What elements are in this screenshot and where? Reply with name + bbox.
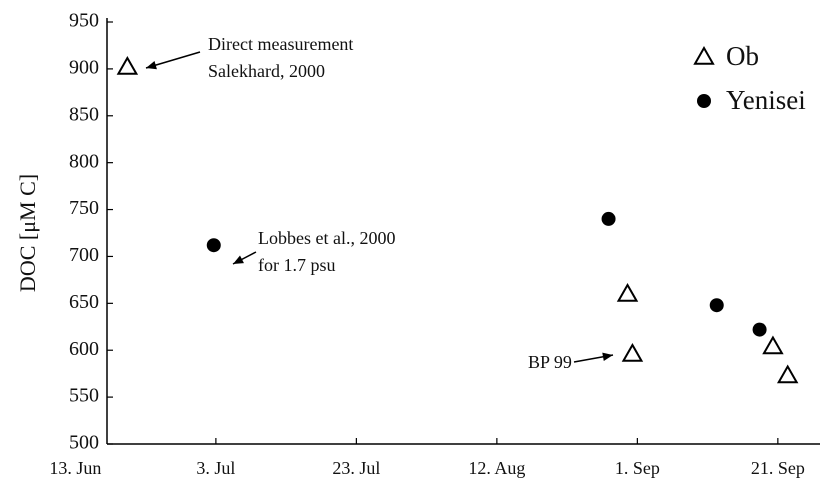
point bbox=[206, 238, 221, 253]
point bbox=[776, 364, 799, 384]
legend-marker bbox=[697, 94, 711, 108]
point bbox=[616, 282, 639, 302]
point bbox=[762, 335, 784, 355]
annotation: BP 99 bbox=[528, 352, 572, 372]
y-tick-label: 800 bbox=[69, 150, 99, 172]
y-tick-label: 850 bbox=[69, 103, 99, 125]
x-tick-label: 1. Sep bbox=[615, 458, 660, 478]
x-tick-label: 21. Sep bbox=[751, 458, 805, 478]
arrow-head bbox=[602, 352, 613, 362]
y-tick-label: 500 bbox=[69, 432, 99, 454]
annotation: Salekhard, 2000 bbox=[208, 61, 325, 81]
legend-label: Yenisei bbox=[726, 85, 806, 115]
y-tick-label: 750 bbox=[69, 197, 99, 219]
x-tick-label: 12. Aug bbox=[468, 458, 525, 478]
x-tick-label: 13. Jun bbox=[49, 458, 101, 478]
annotation: Lobbes et al., 2000 bbox=[258, 228, 395, 248]
point bbox=[601, 211, 616, 226]
arrow-head bbox=[233, 255, 244, 264]
annotation: for 1.7 psu bbox=[258, 255, 336, 275]
point bbox=[709, 298, 724, 313]
legend-marker bbox=[693, 45, 715, 65]
x-tick-label: 3. Jul bbox=[196, 458, 235, 478]
y-tick-label: 700 bbox=[69, 244, 99, 266]
y-tick-label: 950 bbox=[69, 10, 99, 32]
y-tick-label: 550 bbox=[69, 385, 99, 407]
y-tick-label: 900 bbox=[69, 56, 99, 78]
y-tick-label: 600 bbox=[69, 338, 99, 360]
y-tick-label: 650 bbox=[69, 291, 99, 313]
point bbox=[621, 342, 644, 362]
point bbox=[116, 55, 139, 75]
point bbox=[752, 322, 767, 337]
y-axis-label: DOC [μM C] bbox=[15, 174, 40, 292]
arrow-head bbox=[146, 61, 157, 70]
x-tick-label: 23. Jul bbox=[332, 458, 380, 478]
legend-label: Ob bbox=[726, 41, 759, 71]
annotation: Direct measurement bbox=[208, 34, 353, 54]
